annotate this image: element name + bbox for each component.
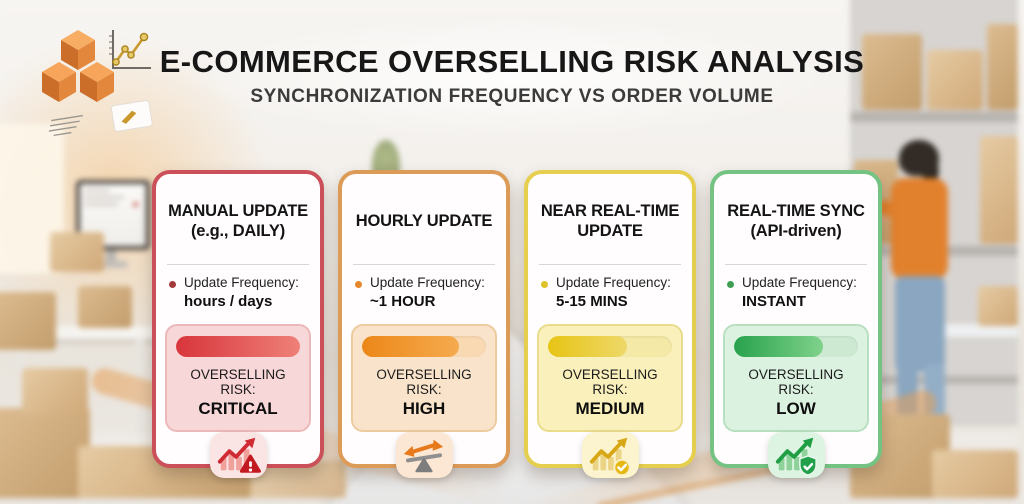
card-real-time-sync: REAL-TIME SYNC (API-driven) Update Frequ… xyxy=(710,170,882,479)
risk-label: OVERSELLING RISK: xyxy=(748,367,844,398)
risk-meter xyxy=(362,336,486,358)
rising-chart-warning-icon xyxy=(209,432,267,479)
frequency-value: ~1 HOUR xyxy=(370,293,436,311)
bullet-icon xyxy=(169,281,176,289)
risk-meter-fill xyxy=(548,336,628,358)
risk-meter-fill xyxy=(176,336,300,358)
update-frequency-row: Update Frequency: 5-15 MINS xyxy=(537,275,683,310)
update-frequency-row: Update Frequency: hours / days xyxy=(165,275,311,310)
divider xyxy=(353,264,495,266)
frequency-value: INSTANT xyxy=(742,293,806,311)
card-near-real-time-update: NEAR REAL-TIME UPDATE Update Frequency: … xyxy=(524,170,696,479)
risk-meter-fill xyxy=(362,336,459,358)
frequency-value: hours / days xyxy=(184,293,273,311)
page-title: E-COMMERCE OVERSELLING RISK ANALYSIS xyxy=(159,44,865,79)
risk-panel: OVERSELLING RISK: CRITICAL xyxy=(165,324,311,433)
risk-meter xyxy=(176,336,300,358)
risk-value: LOW xyxy=(776,399,816,419)
update-frequency-row: Update Frequency: INSTANT xyxy=(723,275,869,310)
frequency-label: Update Frequency: xyxy=(370,275,485,291)
risk-panel: OVERSELLING RISK: LOW xyxy=(723,324,869,433)
card-title: REAL-TIME SYNC (API-driven) xyxy=(727,202,865,240)
frequency-label: Update Frequency: xyxy=(184,275,299,291)
header: E-COMMERCE OVERSELLING RISK ANALYSIS SYN… xyxy=(0,46,1024,108)
risk-panel: OVERSELLING RISK: HIGH xyxy=(351,324,497,433)
risk-label: OVERSELLING RISK: xyxy=(376,367,472,398)
card-title: NEAR REAL-TIME UPDATE xyxy=(540,202,680,240)
risk-meter-fill xyxy=(734,336,824,358)
risk-value: MEDIUM xyxy=(575,399,645,419)
bullet-icon xyxy=(355,281,362,289)
update-frequency-row: Update Frequency: ~1 HOUR xyxy=(351,275,497,310)
card-title: MANUAL UPDATE (e.g., DAILY) xyxy=(168,202,308,240)
card-hourly-update: HOURLY UPDATE Update Frequency: ~1 HOUR … xyxy=(338,170,510,479)
comparison-cards-row: MANUAL UPDATE (e.g., DAILY) Update Frequ… xyxy=(152,170,882,479)
frequency-value: 5-15 MINS xyxy=(556,293,628,311)
risk-panel: OVERSELLING RISK: MEDIUM xyxy=(537,324,683,433)
divider xyxy=(167,264,309,266)
shipping-boxes-logo-icon xyxy=(42,30,153,137)
risk-value: HIGH xyxy=(402,399,446,419)
frequency-label: Update Frequency: xyxy=(556,275,671,291)
risk-value: CRITICAL xyxy=(198,399,278,419)
frequency-label: Update Frequency: xyxy=(742,275,857,291)
card-title: HOURLY UPDATE xyxy=(355,211,493,230)
header-glow xyxy=(180,14,844,142)
risk-meter xyxy=(548,336,672,358)
rising-chart-check-icon xyxy=(581,432,639,479)
bullet-icon xyxy=(541,281,548,289)
imbalance-scale-icon xyxy=(395,432,453,479)
divider xyxy=(539,264,681,266)
rising-chart-shield-icon xyxy=(767,432,825,479)
risk-label: OVERSELLING RISK: xyxy=(562,367,658,398)
risk-meter xyxy=(734,336,858,358)
risk-label: OVERSELLING RISK: xyxy=(190,367,286,398)
bullet-icon xyxy=(727,281,734,289)
mini-growth-chart-icon xyxy=(109,30,151,69)
note-card-icon xyxy=(110,99,153,132)
page-subtitle: SYNCHRONIZATION FREQUENCY VS ORDER VOLUM… xyxy=(250,86,774,107)
card-manual-update: MANUAL UPDATE (e.g., DAILY) Update Frequ… xyxy=(152,170,324,479)
divider xyxy=(725,264,867,266)
